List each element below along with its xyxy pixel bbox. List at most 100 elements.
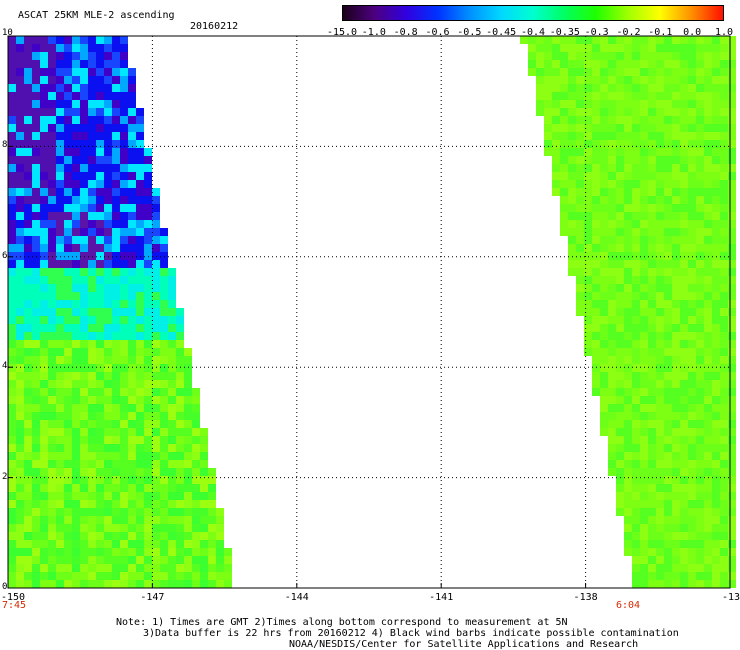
swath-cell: [656, 76, 664, 84]
swath-cell: [712, 516, 720, 524]
swath-cell: [64, 204, 72, 212]
swath-cell: [160, 580, 168, 588]
swath-cell: [128, 532, 136, 540]
swath-cell: [96, 476, 104, 484]
swath-cell: [216, 532, 224, 540]
swath-cell: [672, 548, 680, 556]
swath-cell: [704, 532, 712, 540]
swath-cell: [96, 276, 104, 284]
swath-cell: [144, 548, 152, 556]
swath-cell: [184, 444, 192, 452]
swath-cell: [664, 148, 672, 156]
swath-cell: [16, 500, 24, 508]
swath-cell: [704, 492, 712, 500]
swath-cell: [592, 388, 600, 396]
swath-cell: [656, 164, 664, 172]
swath-cell: [104, 580, 112, 588]
swath-cell: [56, 260, 64, 268]
swath-cell: [64, 84, 72, 92]
swath-cell: [712, 172, 720, 180]
swath-cell: [664, 268, 672, 276]
swath-cell: [160, 268, 168, 276]
swath-cell: [592, 84, 600, 92]
swath-cell: [568, 124, 576, 132]
swath-cell: [152, 388, 160, 396]
swath-cell: [96, 404, 104, 412]
swath-cell: [72, 284, 80, 292]
swath-cell: [680, 548, 688, 556]
swath-cell: [592, 244, 600, 252]
swath-cell: [144, 468, 152, 476]
swath-cell: [536, 100, 544, 108]
swath-cell: [144, 444, 152, 452]
swath-cell: [608, 172, 616, 180]
swath-cell: [88, 300, 96, 308]
swath-cell: [184, 492, 192, 500]
swath-cell: [672, 36, 680, 44]
swath-cell: [168, 508, 176, 516]
swath-cell: [80, 84, 88, 92]
swath-cell: [96, 140, 104, 148]
swath-cell: [72, 540, 80, 548]
swath-cell: [656, 260, 664, 268]
swath-cell: [80, 492, 88, 500]
swath-cell: [136, 428, 144, 436]
swath-cell: [48, 580, 56, 588]
swath-cell: [712, 108, 720, 116]
swath-cell: [712, 500, 720, 508]
swath-cell: [64, 308, 72, 316]
swath-cell: [40, 540, 48, 548]
swath-cell: [56, 580, 64, 588]
swath-cell: [216, 548, 224, 556]
swath-cell: [728, 260, 736, 268]
swath-cell: [640, 380, 648, 388]
swath-cell: [112, 364, 120, 372]
swath-cell: [40, 484, 48, 492]
swath-cell: [552, 116, 560, 124]
swath-cell: [664, 428, 672, 436]
swath-cell: [688, 380, 696, 388]
swath-cell: [576, 68, 584, 76]
swath-cell: [616, 476, 624, 484]
swath-cell: [536, 60, 544, 68]
latitude-label: 4: [2, 361, 8, 372]
swath-cell: [560, 188, 568, 196]
swath-cell: [704, 300, 712, 308]
swath-cell: [624, 132, 632, 140]
swath-cell: [584, 44, 592, 52]
swath-cell: [696, 460, 704, 468]
swath-cell: [720, 516, 728, 524]
swath-cell: [728, 540, 736, 548]
swath-cell: [688, 340, 696, 348]
swath-cell: [128, 260, 136, 268]
swath-cell: [72, 268, 80, 276]
swath-cell: [648, 372, 656, 380]
swath-cell: [168, 516, 176, 524]
swath-cell: [184, 436, 192, 444]
swath-cell: [576, 268, 584, 276]
longitude-label: -138: [573, 592, 598, 603]
swath-cell: [616, 396, 624, 404]
swath-cell: [672, 412, 680, 420]
swath-cell: [632, 204, 640, 212]
swath-cell: [80, 524, 88, 532]
swath-cell: [88, 276, 96, 284]
swath-cell: [680, 484, 688, 492]
swath-cell: [664, 92, 672, 100]
swath-cell: [144, 380, 152, 388]
swath-cell: [152, 364, 160, 372]
swath-cell: [616, 156, 624, 164]
swath-cell: [112, 492, 120, 500]
color-scale-label: 0.0: [683, 27, 702, 38]
swath-cell: [584, 164, 592, 172]
swath-cell: [80, 180, 88, 188]
swath-cell: [16, 484, 24, 492]
swath-cell: [720, 236, 728, 244]
swath-cell: [584, 332, 592, 340]
swath-cell: [704, 188, 712, 196]
swath-cell: [712, 396, 720, 404]
swath-cell: [144, 316, 152, 324]
swath-cell: [168, 540, 176, 548]
swath-cell: [712, 212, 720, 220]
swath-cell: [112, 36, 120, 44]
